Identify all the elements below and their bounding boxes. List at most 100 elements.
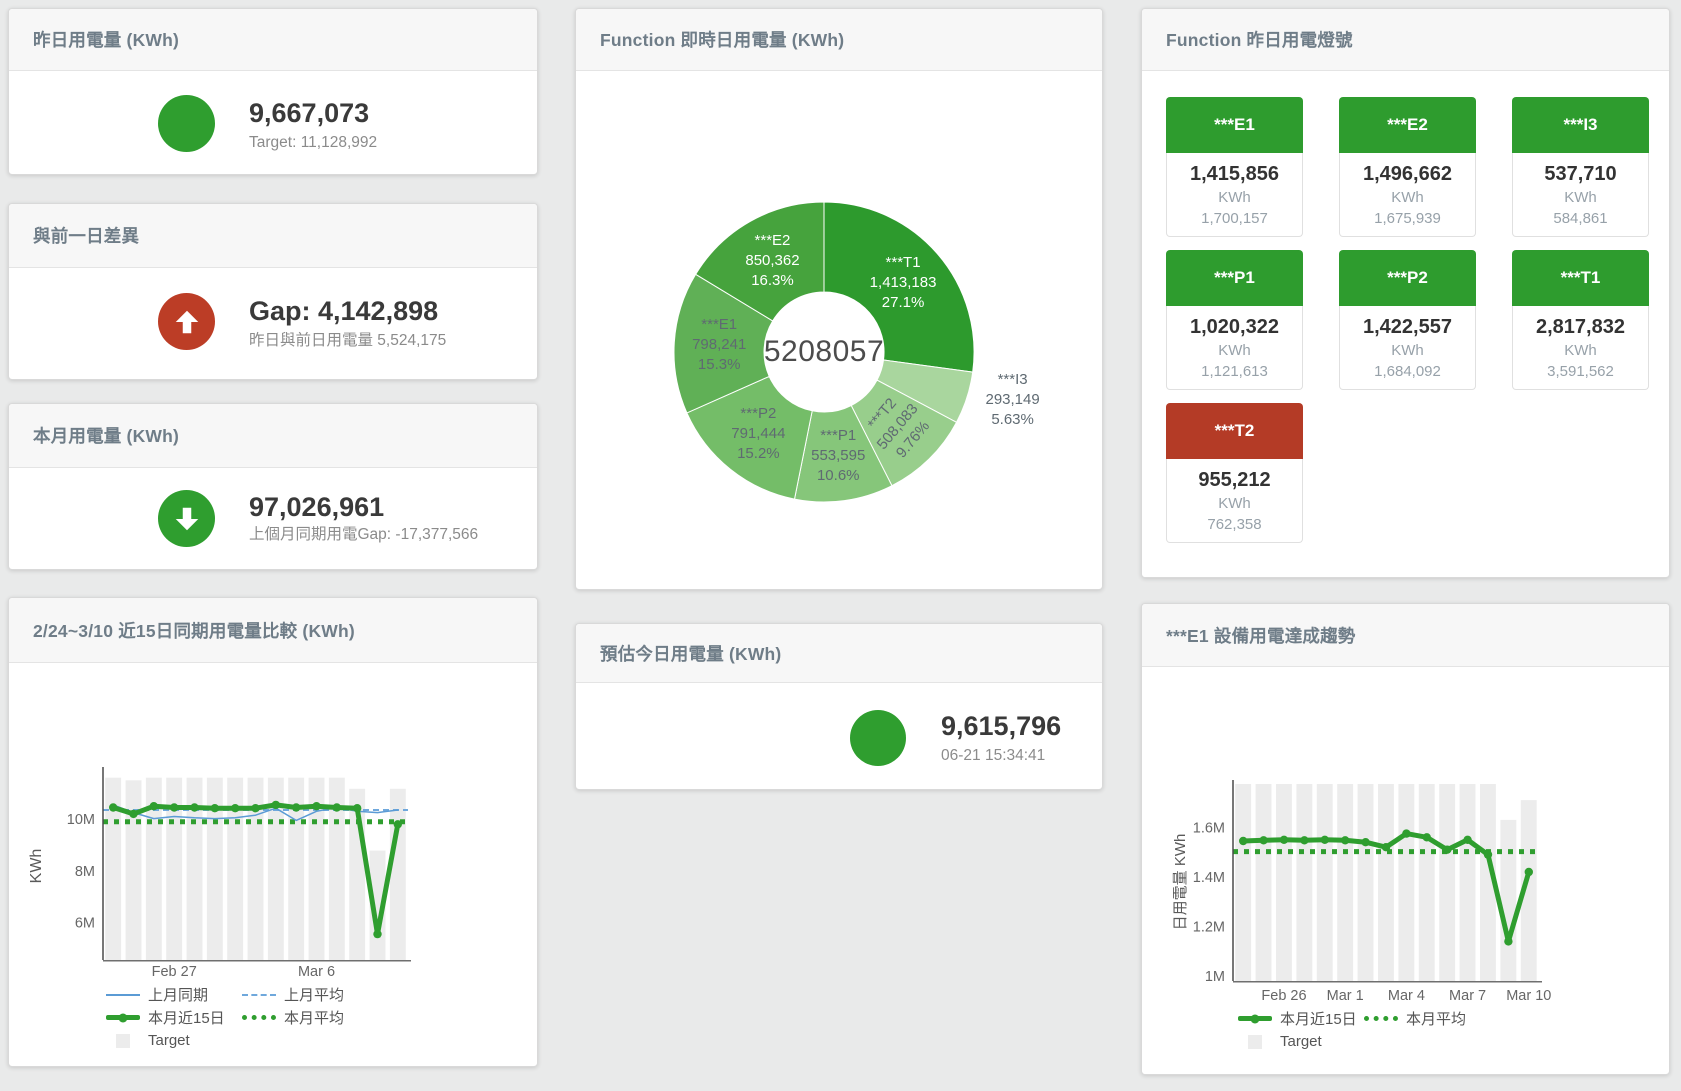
legend-row: Target — [1238, 1032, 1466, 1051]
tile-target: 584,861 — [1553, 210, 1608, 227]
tile-status-header: ***T1 — [1512, 250, 1649, 306]
tile-value: 1,496,662 — [1363, 163, 1452, 185]
legend-this-month[interactable]: 本月近15日 — [106, 1007, 242, 1028]
gray-square-swatch — [116, 1033, 130, 1048]
donut-slice-T1[interactable] — [823, 201, 975, 373]
light-tile-P2: ***P2 1,422,557 KWh 1,684,092 — [1339, 250, 1476, 390]
tile-body: 1,415,856 KWh 1,700,157 — [1166, 153, 1303, 237]
tile-value: 1,415,856 — [1190, 163, 1279, 185]
svg-text:Mar 7: Mar 7 — [1449, 988, 1486, 1004]
donut-labels: 5208057 ***T1 1,413,183 27.1% ***I3 293,149 5… — [576, 71, 1102, 589]
month-value: 97,026,961 — [249, 492, 385, 522]
status-circle-icon — [850, 710, 906, 766]
donut-slice-P2[interactable] — [686, 375, 813, 500]
legend-target[interactable]: Target — [106, 1032, 190, 1049]
card-title: Function 即時日用電量 (KWh) — [600, 30, 845, 50]
tile-value: 1,422,557 — [1363, 316, 1452, 338]
light-tile-E1: ***E1 1,415,856 KWh 1,700,157 — [1166, 97, 1303, 237]
yesterday-target: Target: 11,128,992 — [249, 134, 378, 151]
legend-this-month[interactable]: 本月近15日 — [1238, 1008, 1364, 1029]
card-month-usage: 本月用電量 (KWh) 97,026,961 上個月同期用電Gap: -17,3… — [8, 403, 538, 570]
donut-label-T1: ***T1 1,413,183 27.1% — [869, 253, 937, 311]
tile-target: 762,358 — [1207, 516, 1262, 533]
tile-value: 955,212 — [1198, 469, 1271, 491]
card-title: 昨日用電量 (KWh) — [33, 30, 180, 50]
green-dotted-swatch — [1364, 1016, 1398, 1021]
donut-label-E1: ***E1 798,241 15.3% — [692, 316, 747, 374]
donut-slice-E2[interactable] — [695, 201, 825, 322]
svg-text:Mar 6: Mar 6 — [298, 964, 335, 980]
tile-status-header: ***E1 — [1166, 97, 1303, 153]
compare-line-chart: 10M 8M 6M Feb 27 Mar 6 KWh — [28, 767, 411, 980]
legend-this-month-avg[interactable]: 本月平均 — [242, 1007, 344, 1028]
estimate-timestamp: 06-21 15:34:41 — [941, 747, 1046, 764]
legend-last-month[interactable]: 上月同期 — [106, 984, 242, 1005]
card-yesterday-usage: 昨日用電量 (KWh) 9,667,073 Target: 11,128,992 — [8, 8, 538, 175]
tile-unit: KWh — [1391, 342, 1424, 359]
light-tiles-grid: ***E1 1,415,856 KWh 1,700,157 ***E2 1,496,662… — [1142, 9, 1669, 577]
card-title: 2/24~3/10 近15日同期用電量比較 (KWh) — [33, 620, 355, 641]
legend-label: 本月近15日 — [148, 1010, 225, 1027]
svg-text:1.2M: 1.2M — [1193, 919, 1225, 935]
day-gap-value: Gap: 4,142,898 — [249, 296, 439, 326]
card-compare-chart: 2/24~3/10 近15日同期用電量比較 (KWh) 10M 8M 6M Feb 2… — [8, 597, 538, 1067]
tile-unit: KWh — [1564, 342, 1597, 359]
day-gap-sub: 昨日與前日用電量 5,524,175 — [249, 332, 447, 349]
tile-status-header: ***T2 — [1166, 403, 1303, 459]
svg-text:Feb 26: Feb 26 — [1261, 988, 1306, 1004]
legend-this-month-avg[interactable]: 本月平均 — [1364, 1008, 1466, 1029]
tile-unit: KWh — [1218, 189, 1251, 206]
tile-value: 1,020,322 — [1190, 316, 1279, 338]
svg-text:Mar 4: Mar 4 — [1388, 988, 1425, 1004]
tile-unit: KWh — [1564, 189, 1597, 206]
card-header: 昨日用電量 (KWh) — [9, 9, 537, 71]
tile-target: 1,700,157 — [1201, 210, 1268, 227]
card-header: 2/24~3/10 近15日同期用電量比較 (KWh) — [9, 598, 537, 663]
legend-label: Target — [148, 1032, 190, 1049]
blue-line-swatch — [106, 993, 140, 996]
tile-value: 537,710 — [1544, 163, 1617, 185]
tile-body: 537,710 KWh 584,861 — [1512, 153, 1649, 237]
legend-row: 本月近15日 本月平均 — [106, 1008, 344, 1027]
realtime-usage-donut — [673, 201, 975, 503]
card-header: ***E1 設備用電達成趨勢 — [1142, 604, 1669, 667]
month-gap-sub: 上個月同期用電Gap: -17,377,566 — [249, 526, 479, 543]
gray-square-swatch — [1248, 1034, 1262, 1049]
tile-value: 2,817,832 — [1536, 316, 1625, 338]
green-line-swatch — [1238, 1016, 1272, 1021]
legend-row: 上月同期 上月平均 — [106, 985, 344, 1004]
svg-text:8M: 8M — [75, 864, 95, 880]
tile-status-header: ***P1 — [1166, 250, 1303, 306]
tile-status-header: ***E2 — [1339, 97, 1476, 153]
svg-text:KWh: KWh — [28, 849, 45, 884]
trend-legend: 本月近15日 本月平均 Target — [1238, 1009, 1466, 1051]
tile-target: 1,121,613 — [1201, 363, 1268, 380]
light-tile-E2: ***E2 1,496,662 KWh 1,675,939 — [1339, 97, 1476, 237]
tile-unit: KWh — [1218, 342, 1251, 359]
donut-label-I3: ***I3 293,149 5.63% — [985, 370, 1040, 428]
card-title: 預估今日用電量 (KWh) — [600, 643, 782, 664]
legend-target[interactable]: Target — [1238, 1033, 1322, 1050]
tile-status-header: ***I3 — [1512, 97, 1649, 153]
yesterday-value: 9,667,073 — [249, 98, 370, 128]
legend-last-month-avg[interactable]: 上月平均 — [242, 984, 344, 1005]
light-tile-I3: ***I3 537,710 KWh 584,861 — [1512, 97, 1649, 237]
svg-text:6M: 6M — [75, 916, 95, 932]
tile-body: 1,422,557 KWh 1,684,092 — [1339, 306, 1476, 390]
card-title: Function 昨日用電燈號 — [1166, 30, 1353, 50]
svg-text:1M: 1M — [1205, 969, 1225, 985]
tile-target: 3,591,562 — [1547, 363, 1614, 380]
tile-body: 2,817,832 KWh 3,591,562 — [1512, 306, 1649, 390]
donut-slice-E1[interactable] — [673, 273, 774, 414]
svg-text:日用電量 KWh: 日用電量 KWh — [1172, 834, 1189, 931]
svg-text:10M: 10M — [67, 812, 95, 828]
light-tile-P1: ***P1 1,020,322 KWh 1,121,613 — [1166, 250, 1303, 390]
card-title: 本月用電量 (KWh) — [33, 426, 180, 446]
green-line-swatch — [106, 1015, 140, 1020]
card-title: ***E1 設備用電達成趨勢 — [1166, 625, 1356, 646]
svg-text:Mar 1: Mar 1 — [1327, 988, 1364, 1004]
light-tile-T1: ***T1 2,817,832 KWh 3,591,562 — [1512, 250, 1649, 390]
legend-label: 本月平均 — [1406, 1011, 1467, 1028]
e1-trend-chart: 1.6M 1.4M 1.2M 1M Feb 26 Mar 1 Mar 4 Mar 7 Mar 1… — [1172, 780, 1551, 1004]
